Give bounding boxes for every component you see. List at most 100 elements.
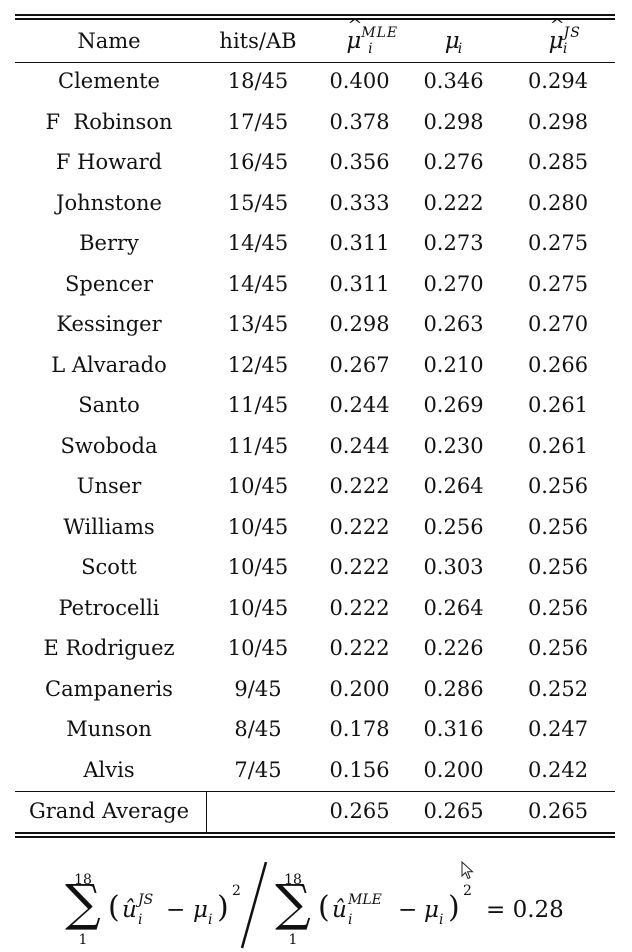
player-name: F Robinson bbox=[45, 109, 173, 134]
table-row: Swoboda 11/45 0.244 0.230 0.261 bbox=[15, 426, 615, 467]
header-rule bbox=[15, 62, 615, 63]
player-name: L Alvarado bbox=[51, 352, 167, 377]
hits-per-ab: 16/45 bbox=[227, 150, 289, 175]
true-average: 0.263 bbox=[423, 312, 484, 337]
grand-average-row: Grand Average 0.265 0.265 0.265 bbox=[15, 790, 615, 832]
player-name: Kessinger bbox=[56, 312, 162, 337]
table-bottom-rule bbox=[15, 832, 615, 834]
footer-column-divider bbox=[206, 792, 207, 832]
u-subscript: i bbox=[138, 912, 142, 928]
player-name: Spencer bbox=[64, 271, 153, 296]
grand-average-label: Grand Average bbox=[28, 799, 189, 823]
hits-per-ab: 10/45 bbox=[227, 474, 289, 499]
js-estimate: 0.256 bbox=[527, 555, 589, 580]
js-estimate: 0.294 bbox=[527, 69, 589, 94]
js-estimate: 0.285 bbox=[527, 150, 589, 175]
header-hits: hits/AB bbox=[219, 29, 297, 53]
minus-sign-2: − bbox=[398, 897, 417, 923]
true-average: 0.210 bbox=[423, 352, 484, 377]
table-row: Santo 11/45 0.244 0.269 0.261 bbox=[15, 385, 615, 426]
table-row: F Robinson 17/45 0.378 0.298 0.298 bbox=[15, 102, 615, 143]
true-average: 0.264 bbox=[423, 595, 484, 620]
player-name: Campaneris bbox=[45, 676, 173, 701]
table-row: Kessinger 13/45 0.298 0.263 0.270 bbox=[15, 304, 615, 345]
true-average: 0.270 bbox=[423, 271, 484, 296]
table-row: Clemente 18/45 0.400 0.346 0.294 bbox=[15, 61, 615, 102]
mle-estimate: 0.333 bbox=[329, 190, 390, 215]
formula-result: = 0.28 bbox=[486, 897, 564, 923]
js-estimate: 0.256 bbox=[527, 636, 589, 661]
table-row: Unser 10/45 0.222 0.264 0.256 bbox=[15, 466, 615, 507]
left-paren: ( bbox=[108, 890, 120, 925]
summation-icon: ∑ bbox=[65, 874, 101, 932]
table-row: Scott 10/45 0.222 0.303 0.256 bbox=[15, 547, 615, 588]
sum-lower-limit: 1 bbox=[79, 932, 88, 948]
mle-estimate: 0.378 bbox=[329, 109, 390, 134]
sum-upper-limit-2: 18 bbox=[284, 872, 302, 888]
hits-per-ab: 10/45 bbox=[227, 595, 289, 620]
js-estimate: 0.261 bbox=[527, 393, 589, 418]
true-average: 0.303 bbox=[423, 555, 484, 580]
table-top-rule-2 bbox=[15, 18, 615, 20]
mle-estimate: 0.311 bbox=[329, 231, 390, 256]
true-average: 0.230 bbox=[423, 433, 484, 458]
hits-per-ab: 10/45 bbox=[227, 636, 289, 661]
grand-average-hits bbox=[203, 790, 313, 832]
true-average: 0.316 bbox=[423, 717, 484, 742]
player-name: Johnstone bbox=[56, 190, 162, 215]
summation-icon-2: ∑ bbox=[275, 874, 311, 932]
right-paren: ) bbox=[217, 890, 229, 925]
player-name: Unser bbox=[76, 474, 142, 499]
hat-mark: ^ bbox=[347, 15, 363, 36]
mu-symbol: μ bbox=[193, 897, 208, 923]
grand-average-js: 0.265 bbox=[527, 799, 589, 823]
hits-per-ab: 11/45 bbox=[227, 433, 289, 458]
left-paren-2: ( bbox=[318, 890, 330, 925]
table-row: E Rodriguez 10/45 0.222 0.226 0.256 bbox=[15, 628, 615, 669]
u-subscript-2: i bbox=[348, 912, 352, 928]
js-estimate: 0.247 bbox=[527, 717, 589, 742]
player-name: Swoboda bbox=[60, 433, 158, 458]
player-name: Williams bbox=[63, 514, 155, 539]
batting-average-table: Name hits/AB ^ μMLEi μi ^ μJSi Clemente 18/… bbox=[15, 15, 615, 832]
mle-estimate: 0.222 bbox=[329, 636, 390, 661]
mle-estimate: 0.178 bbox=[329, 717, 390, 742]
table-row: Munson 8/45 0.178 0.316 0.247 bbox=[15, 709, 615, 750]
mle-estimate: 0.267 bbox=[329, 352, 390, 377]
hits-per-ab: 9/45 bbox=[234, 676, 282, 701]
mle-estimate: 0.222 bbox=[329, 514, 390, 539]
js-estimate: 0.270 bbox=[527, 312, 589, 337]
true-average: 0.276 bbox=[423, 150, 484, 175]
mle-estimate: 0.244 bbox=[329, 433, 390, 458]
mle-estimate: 0.356 bbox=[329, 150, 390, 175]
js-estimate: 0.256 bbox=[527, 514, 589, 539]
header-mle: ^ μMLEi bbox=[346, 15, 399, 57]
mle-estimate: 0.222 bbox=[329, 595, 390, 620]
js-estimate: 0.275 bbox=[527, 271, 589, 296]
hits-per-ab: 10/45 bbox=[227, 514, 289, 539]
true-average: 0.269 bbox=[423, 393, 484, 418]
hits-per-ab: 17/45 bbox=[227, 109, 289, 134]
sum-upper-limit: 18 bbox=[74, 872, 92, 888]
table-row: L Alvarado 12/45 0.267 0.210 0.266 bbox=[15, 345, 615, 386]
player-name: E Rodriguez bbox=[43, 636, 175, 661]
table-row: Alvis 7/45 0.156 0.200 0.242 bbox=[15, 750, 615, 791]
js-estimate: 0.280 bbox=[527, 190, 589, 215]
js-estimate: 0.256 bbox=[527, 595, 589, 620]
hits-per-ab: 14/45 bbox=[227, 271, 289, 296]
table-top-rule bbox=[15, 14, 615, 16]
true-average: 0.273 bbox=[423, 231, 484, 256]
hits-per-ab: 18/45 bbox=[227, 69, 289, 94]
footer-top-rule bbox=[15, 791, 615, 792]
true-average: 0.298 bbox=[423, 109, 484, 134]
player-name: Petrocelli bbox=[58, 595, 160, 620]
mouse-pointer-icon bbox=[461, 861, 474, 880]
mle-estimate: 0.298 bbox=[329, 312, 390, 337]
table-row: F Howard 16/45 0.356 0.276 0.285 bbox=[15, 142, 615, 183]
table-body: Clemente 18/45 0.400 0.346 0.294 F Robinson 17… bbox=[15, 61, 615, 790]
header-name: Name bbox=[77, 29, 141, 53]
player-name: Scott bbox=[81, 555, 137, 580]
true-average: 0.256 bbox=[423, 514, 484, 539]
hits-per-ab: 14/45 bbox=[227, 231, 289, 256]
js-estimate: 0.266 bbox=[527, 352, 589, 377]
